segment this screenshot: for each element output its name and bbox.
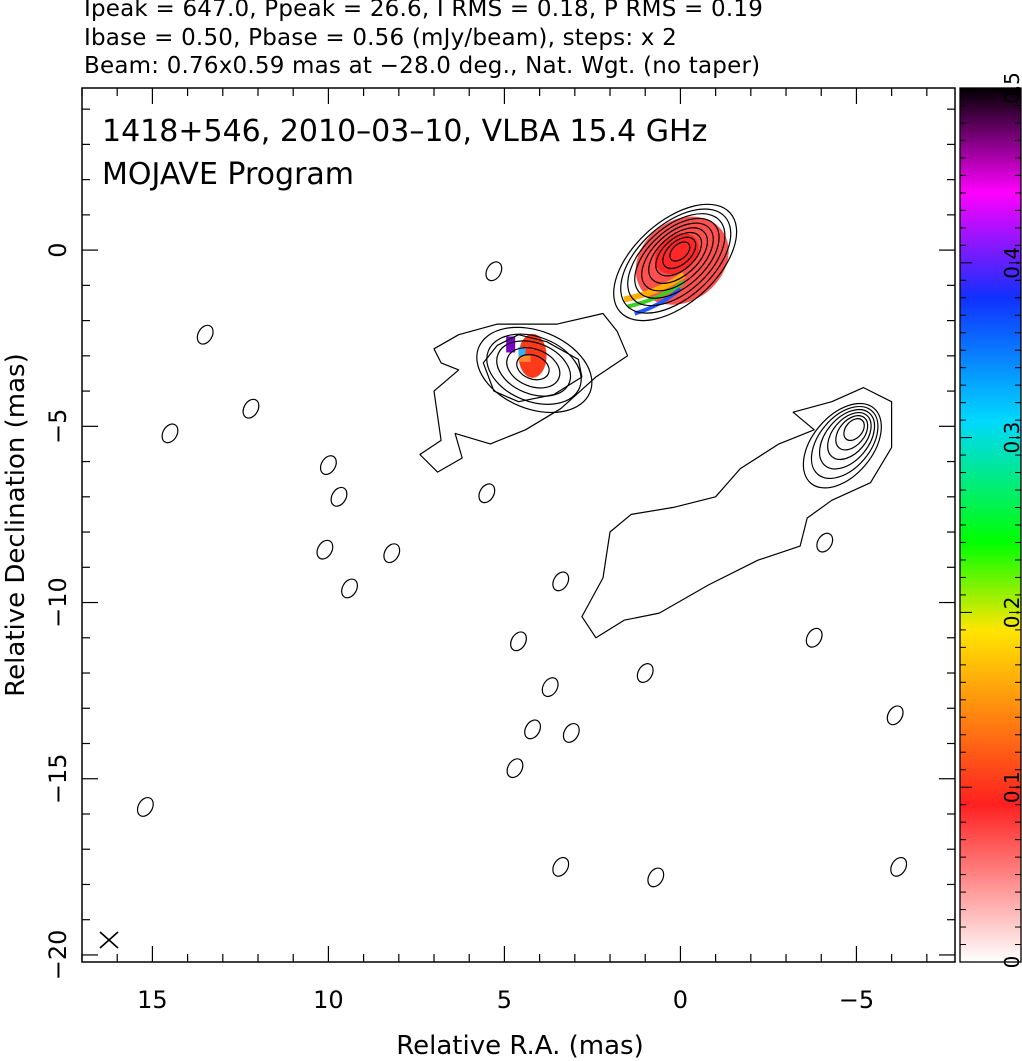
contour-island (890, 856, 908, 877)
contour-island (510, 631, 527, 652)
contour-island (161, 423, 179, 444)
contour-island (196, 324, 214, 345)
contour-island (524, 719, 542, 740)
comp-b-contour (506, 347, 561, 389)
x-tick-label: 5 (497, 986, 512, 1014)
colorbar (959, 87, 1022, 963)
core-contour (627, 213, 726, 307)
comp-b-contour (476, 326, 593, 414)
comp-c-contour (827, 412, 872, 461)
comp-c-contour (843, 418, 865, 442)
core-contour (634, 217, 720, 299)
chart-annotation-line-2: MOJAVE Program (102, 157, 354, 192)
y-tick-label: −10 (44, 577, 72, 628)
contour-island (383, 543, 401, 564)
contour-island (552, 856, 570, 877)
colorbar-tick-label: 0.4 (1000, 247, 1022, 279)
x-tick-label: −5 (839, 986, 874, 1014)
total-intensity-contours (136, 203, 908, 888)
colorbar-tick-label: 0.1 (1000, 771, 1022, 803)
core-pol-rim (623, 272, 686, 303)
contour-island (562, 722, 580, 743)
contour-island (816, 532, 834, 553)
y-tick-label: −20 (44, 930, 72, 981)
contour-island (330, 486, 348, 507)
core-contour (613, 203, 738, 322)
comp-b-pol-spot (518, 355, 531, 362)
y-axis-label: Relative Declination (mas) (1, 353, 31, 696)
contour-island (552, 571, 570, 592)
colorbar-tick-label: 0 (1000, 956, 1022, 969)
y-tick-label: −15 (44, 753, 72, 804)
comp-c-contour (802, 402, 882, 489)
comp-c-contour (818, 408, 876, 470)
chart-annotation-line-1: 1418+546, 2010–03–10, VLBA 15.4 GHz (102, 114, 707, 149)
contour-island (316, 539, 334, 560)
contour-island (485, 261, 503, 282)
contour-island (242, 398, 260, 419)
y-tick-label: 0 (44, 242, 72, 257)
y-tick-label: −5 (44, 409, 72, 444)
colorbar-tick-label: 0.3 (1000, 422, 1022, 454)
colorbar-tick-labels: 0 0.1 0.2 0.3 0.4 0.5 (1000, 72, 1022, 968)
core-contour (669, 241, 691, 262)
contour-island (805, 627, 823, 648)
contour-island (506, 758, 524, 779)
core-contour (655, 231, 703, 277)
comp-b-pol-spot (518, 347, 526, 358)
comp-b-outer-contour (482, 334, 583, 403)
southwest-jet-contour (581, 387, 893, 639)
x-tick-label: 10 (313, 986, 344, 1014)
x-tick-label: 15 (137, 986, 168, 1014)
core-contour (641, 222, 714, 292)
axis-ticks (81, 88, 955, 962)
contour-island (319, 455, 337, 476)
core-contour (662, 236, 697, 270)
colorbar-tick-label: 0.5 (1000, 72, 1022, 104)
beam-symbol (99, 931, 119, 949)
contour-island (136, 796, 154, 817)
contour-island (636, 663, 654, 683)
comp-b-contour (516, 353, 550, 381)
x-tick-label: 0 (673, 986, 688, 1014)
header-line-3: Beam: 0.76x0.59 mas at −28.0 deg., Nat. … (84, 53, 761, 79)
core-contour (620, 208, 732, 314)
comp-b-pol-patch (518, 333, 547, 378)
comp-c-contour (835, 415, 869, 451)
colorbar-ticks (960, 87, 1021, 963)
contour-island (541, 677, 559, 698)
header-line-1: Ipeak = 647.0, Ppeak = 26.6, I RMS = 0.1… (84, 0, 764, 22)
contour-island (647, 867, 665, 888)
axis-tick-labels: 15 10 5 0 −5 0 −5 −10 −15 −20 (44, 242, 874, 1014)
colorbar-tick-label: 0.2 (1000, 596, 1022, 628)
x-axis-label: Relative R.A. (mas) (396, 1031, 643, 1061)
contour-island (478, 483, 496, 504)
header-line-2: Ibase = 0.50, Pbase = 0.56 (mJy/beam), s… (84, 25, 677, 51)
comp-b-contour (486, 333, 582, 405)
comp-b-contour (496, 340, 572, 397)
contour-island (341, 578, 358, 599)
comp-b-pol-spot (506, 336, 516, 353)
contour-island (886, 705, 904, 726)
jet-envelope-contour (419, 312, 629, 473)
comp-c-contour (810, 405, 879, 480)
core-contour (648, 227, 708, 284)
plot-frame (81, 87, 956, 963)
